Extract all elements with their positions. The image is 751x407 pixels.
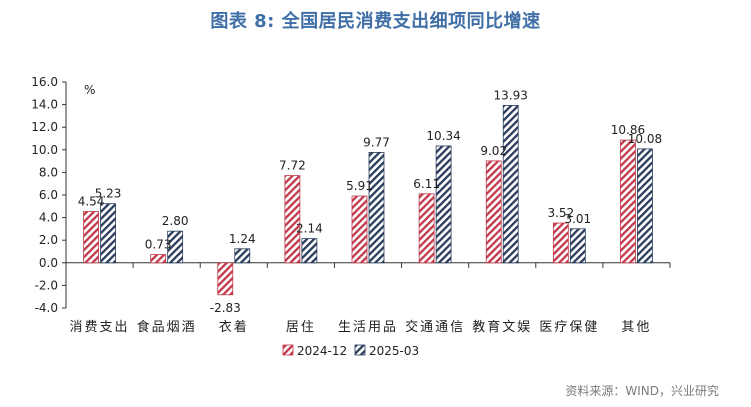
bar-2024-12: [620, 139, 636, 264]
bar-2025-03: [368, 151, 385, 264]
chart-title: 图表 8: 全国居民消费支出细项同比增速: [210, 11, 541, 32]
x-tick-label: 生活用品: [338, 320, 398, 335]
x-tick-label: 其他: [621, 320, 651, 335]
bar-2025-03: [502, 104, 519, 264]
data-label: 4.54: [78, 194, 105, 208]
data-label: 5.23: [95, 187, 122, 201]
data-label: 5.91: [346, 179, 373, 193]
bar-2025-03: [167, 230, 184, 264]
x-tick-label: 医疗保健: [539, 320, 599, 335]
bar-2024-12: [284, 175, 301, 264]
legend-label: 2024-12: [297, 344, 347, 358]
legend-label: 2025-03: [369, 344, 419, 358]
x-tick-label: 教育文娱: [472, 319, 532, 335]
data-label: 13.93: [494, 88, 528, 102]
y-tick-label: 0.0: [39, 256, 58, 270]
x-tick-label: 居住: [286, 320, 316, 335]
bar-2025-03: [435, 145, 452, 264]
y-tick-label: 6.0: [39, 188, 58, 202]
y-tick-label: -4.0: [35, 301, 58, 315]
legend-swatch-2025-03: [354, 344, 366, 356]
data-label: 10.86: [611, 123, 645, 137]
data-label: 9.77: [363, 135, 390, 149]
y-tick-label: -2.0: [35, 278, 58, 292]
bar-2024-12: [418, 193, 435, 264]
y-tick-label: 12.0: [31, 120, 58, 134]
data-label: -2.83: [210, 301, 241, 315]
y-tick-label: 2.0: [39, 233, 58, 247]
data-label: 7.72: [279, 159, 306, 173]
data-label: 9.02: [480, 144, 507, 158]
data-label: 10.08: [628, 132, 662, 146]
bar-2025-03: [569, 228, 586, 264]
y-tick-label: 14.0: [31, 98, 58, 112]
bar-2024-12: [83, 211, 99, 264]
x-tick-label: 消费支出: [70, 320, 130, 335]
data-label: 2.80: [162, 214, 189, 228]
data-label: 1.24: [229, 232, 256, 246]
source-note: 资料来源：WIND，兴业研究: [565, 384, 719, 398]
bar-2024-12: [217, 262, 234, 296]
bar-2025-03: [301, 238, 318, 264]
bar-2024-12: [351, 195, 368, 264]
data-label: 3.52: [547, 206, 574, 220]
data-label: 6.11: [413, 177, 440, 191]
bar-2024-12: [552, 222, 569, 264]
y-unit-label: %: [84, 83, 95, 97]
data-label: 3.01: [564, 212, 591, 226]
bar-2024-12: [150, 254, 167, 264]
y-tick-label: 8.0: [39, 165, 58, 179]
legend-swatch-2024-12: [282, 344, 294, 356]
x-tick-label: 食品烟酒: [137, 319, 197, 335]
bar-2025-03: [234, 248, 251, 264]
x-tick-label: 交通通信: [405, 319, 465, 335]
y-tick-label: 16.0: [31, 75, 58, 89]
data-label: 2.14: [296, 222, 323, 236]
y-tick-label: 4.0: [39, 211, 58, 225]
bar-2024-12: [485, 160, 502, 264]
bar-2025-03: [637, 148, 653, 264]
y-tick-label: 10.0: [31, 143, 58, 157]
bar-2025-03: [100, 203, 116, 264]
x-tick-label: 衣着: [219, 319, 249, 335]
data-label: 0.73: [145, 238, 172, 252]
data-label: 10.34: [426, 129, 460, 143]
